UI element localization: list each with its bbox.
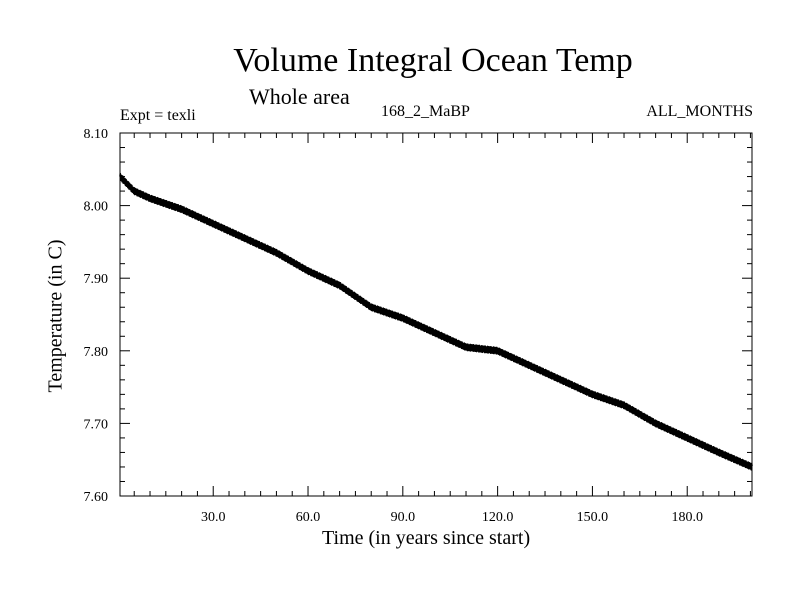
x-tick-label: 180.0 (671, 510, 703, 525)
y-tick-label: 7.90 (84, 272, 109, 287)
x-tick-label: 90.0 (391, 510, 416, 525)
y-tick-label: 7.60 (84, 490, 109, 505)
chart-title: Volume Integral Ocean Temp (233, 42, 633, 79)
ticks-layer: 30.0 60.0 90.0 120.0 150.0 180.0 7.60 7.70 7.80 7… (84, 127, 752, 525)
y-tick-label: 8.00 (84, 200, 109, 215)
x-tick-label: 60.0 (296, 510, 321, 525)
series-layer (119, 172, 753, 471)
plot-frame (119, 132, 753, 497)
x-tick-label: 120.0 (482, 510, 514, 525)
series-line (119, 172, 753, 471)
months-annotation: ALL_MONTHS (646, 103, 753, 120)
y-tick-label: 7.70 (84, 417, 109, 432)
chart-subtitle: Whole area (249, 84, 350, 109)
x-tick-label: 30.0 (201, 510, 226, 525)
y-tick-label: 8.10 (84, 127, 109, 142)
x-axis-label: Time (in years since start) (322, 527, 531, 549)
x-tick-label: 150.0 (577, 510, 609, 525)
experiment-annotation: Expt = texli (120, 107, 196, 124)
y-tick-label: 7.80 (84, 345, 109, 360)
run-annotation: 168_2_MaBP (381, 103, 470, 120)
